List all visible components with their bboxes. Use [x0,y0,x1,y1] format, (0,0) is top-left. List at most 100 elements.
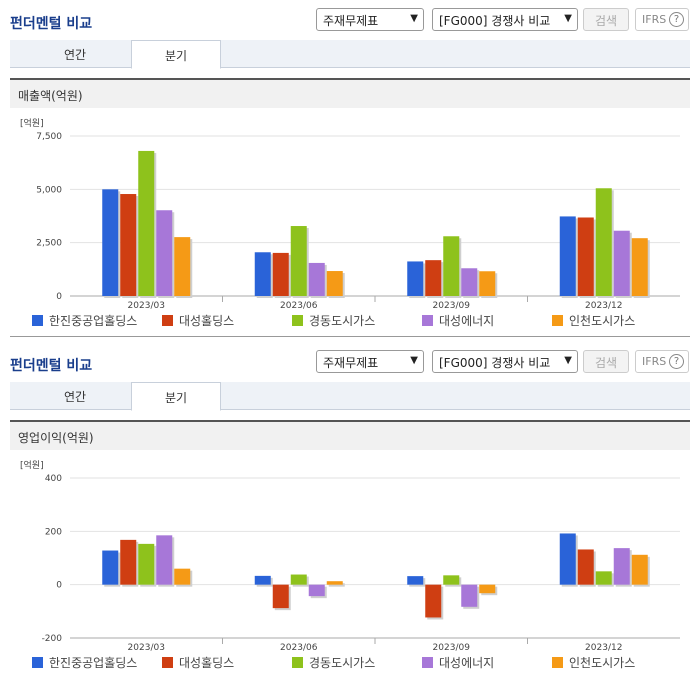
operating-profit-bar-chart: [억원] -200 0 200 400 2023/03 2023/06 2023/09 2023… [20,459,680,652]
legend-item: 인천도시가스 [552,312,635,329]
legend-label: 경동도시가스 [309,314,376,328]
y-tick-label: 400 [45,474,62,484]
bar [631,554,648,585]
ifrs-button[interactable]: IFRS? [635,8,689,31]
bar [156,535,173,585]
unit-label: [억원] [20,459,44,471]
x-tick-label: 2023/09 [433,643,471,652]
bar [443,236,460,296]
legend-swatch [552,657,563,668]
x-tick-label: 2023/09 [433,301,471,310]
chevron-down-icon: ▼ [410,13,418,24]
chart-subtitle: 영업이익(억원) [10,420,690,450]
fundamental-section-operating-profit: 펀더멘털 비교 주재무제표 ▼ [FG000] 경쟁사 비교 ▼ 검색 IFRS? … [0,342,696,684]
bar-shadow [328,583,345,587]
statement-type-select[interactable]: 주재무제표 ▼ [316,8,424,31]
bar [102,550,119,585]
bar [174,237,191,296]
unit-label: [억원] [20,117,44,129]
tab-annual[interactable]: 연간 [63,48,87,62]
legend-label: 대성홀딩스 [179,314,235,328]
bar [443,575,460,585]
period-tabs: 연간 분기 [10,382,690,411]
peer-group-select[interactable]: [FG000] 경쟁사 비교 ▼ [432,8,578,31]
bar [138,150,155,296]
legend-item: 한진중공업홀딩스 [32,654,137,671]
bar [425,584,442,618]
y-tick-label: -200 [42,634,63,644]
bar [174,568,191,585]
legend-swatch [32,657,43,668]
bar [120,539,137,585]
legend-label: 한진중공업홀딩스 [49,314,138,328]
help-icon[interactable]: ? [669,354,684,369]
bar [326,581,343,585]
bar [272,252,289,296]
period-tabs: 연간 분기 [10,40,690,69]
legend-swatch [162,657,173,668]
legend-item: 대성에너지 [422,312,494,329]
section-header: 펀더멘털 비교 주재무제표 ▼ [FG000] 경쟁사 비교 ▼ 검색 IFRS? [0,0,696,38]
section-title: 펀더멘털 비교 [10,358,93,374]
fundamental-section-revenue: 펀더멘털 비교 주재무제표 ▼ [FG000] 경쟁사 비교 ▼ 검색 IFRS? … [0,0,696,337]
legend-item: 대성홀딩스 [162,312,234,329]
bar [156,210,173,296]
ifrs-label: IFRS [642,355,667,368]
divider [10,336,690,337]
search-button[interactable]: 검색 [583,8,629,31]
bar [559,216,576,296]
search-button[interactable]: 검색 [583,350,629,373]
ifrs-label: IFRS [642,13,667,26]
bar [326,271,343,296]
statement-type-value: 주재무제표 [323,356,379,370]
y-tick-label: 0 [56,292,62,302]
legend-item: 경동도시가스 [292,654,375,671]
help-icon[interactable]: ? [669,12,684,27]
chevron-down-icon: ▼ [564,355,572,366]
bar [559,533,576,585]
bar [461,268,478,296]
bar [272,584,289,609]
x-tick-label: 2023/06 [280,643,318,652]
legend-label: 인천도시가스 [569,656,636,670]
legend-item: 인천도시가스 [552,654,635,671]
bar [577,217,594,296]
x-tick-label: 2023/12 [585,301,622,310]
legend-swatch [292,315,303,326]
tab-quarterly[interactable]: 분기 [131,382,221,411]
peer-group-select[interactable]: [FG000] 경쟁사 비교 ▼ [432,350,578,373]
x-tick-label: 2023/06 [280,301,318,310]
legend-swatch [422,657,433,668]
bar [290,574,307,585]
bar [613,230,630,296]
legend-item: 대성홀딩스 [162,654,234,671]
bar [595,571,612,585]
bar [290,226,307,296]
bar [102,189,119,296]
legend-label: 한진중공업홀딩스 [49,656,138,670]
x-tick-label: 2023/03 [128,301,165,310]
ifrs-button[interactable]: IFRS? [635,350,689,373]
statement-type-value: 주재무제표 [323,14,379,28]
legend-label: 대성홀딩스 [179,656,235,670]
tab-annual[interactable]: 연간 [63,390,87,404]
statement-type-select[interactable]: 주재무제표 ▼ [316,350,424,373]
legend-label: 대성에너지 [439,656,495,670]
bar [631,238,648,296]
bar [595,188,612,296]
revenue-bar-chart: [억원] 0 2,500 5,000 7,500 2023/03 2023/06 2023/0… [20,117,680,310]
legend-item: 한진중공업홀딩스 [32,312,137,329]
tab-quarterly[interactable]: 분기 [131,40,221,69]
legend-swatch [552,315,563,326]
bar [425,260,442,296]
y-tick-label: 2,500 [36,239,62,249]
legend-swatch [292,657,303,668]
bar [407,261,424,296]
y-tick-label: 7,500 [36,132,62,142]
legend-label: 경동도시가스 [309,656,376,670]
legend-label: 인천도시가스 [569,314,636,328]
bar [461,584,478,607]
bar [479,584,496,594]
legend-swatch [162,315,173,326]
y-tick-label: 0 [56,581,62,591]
